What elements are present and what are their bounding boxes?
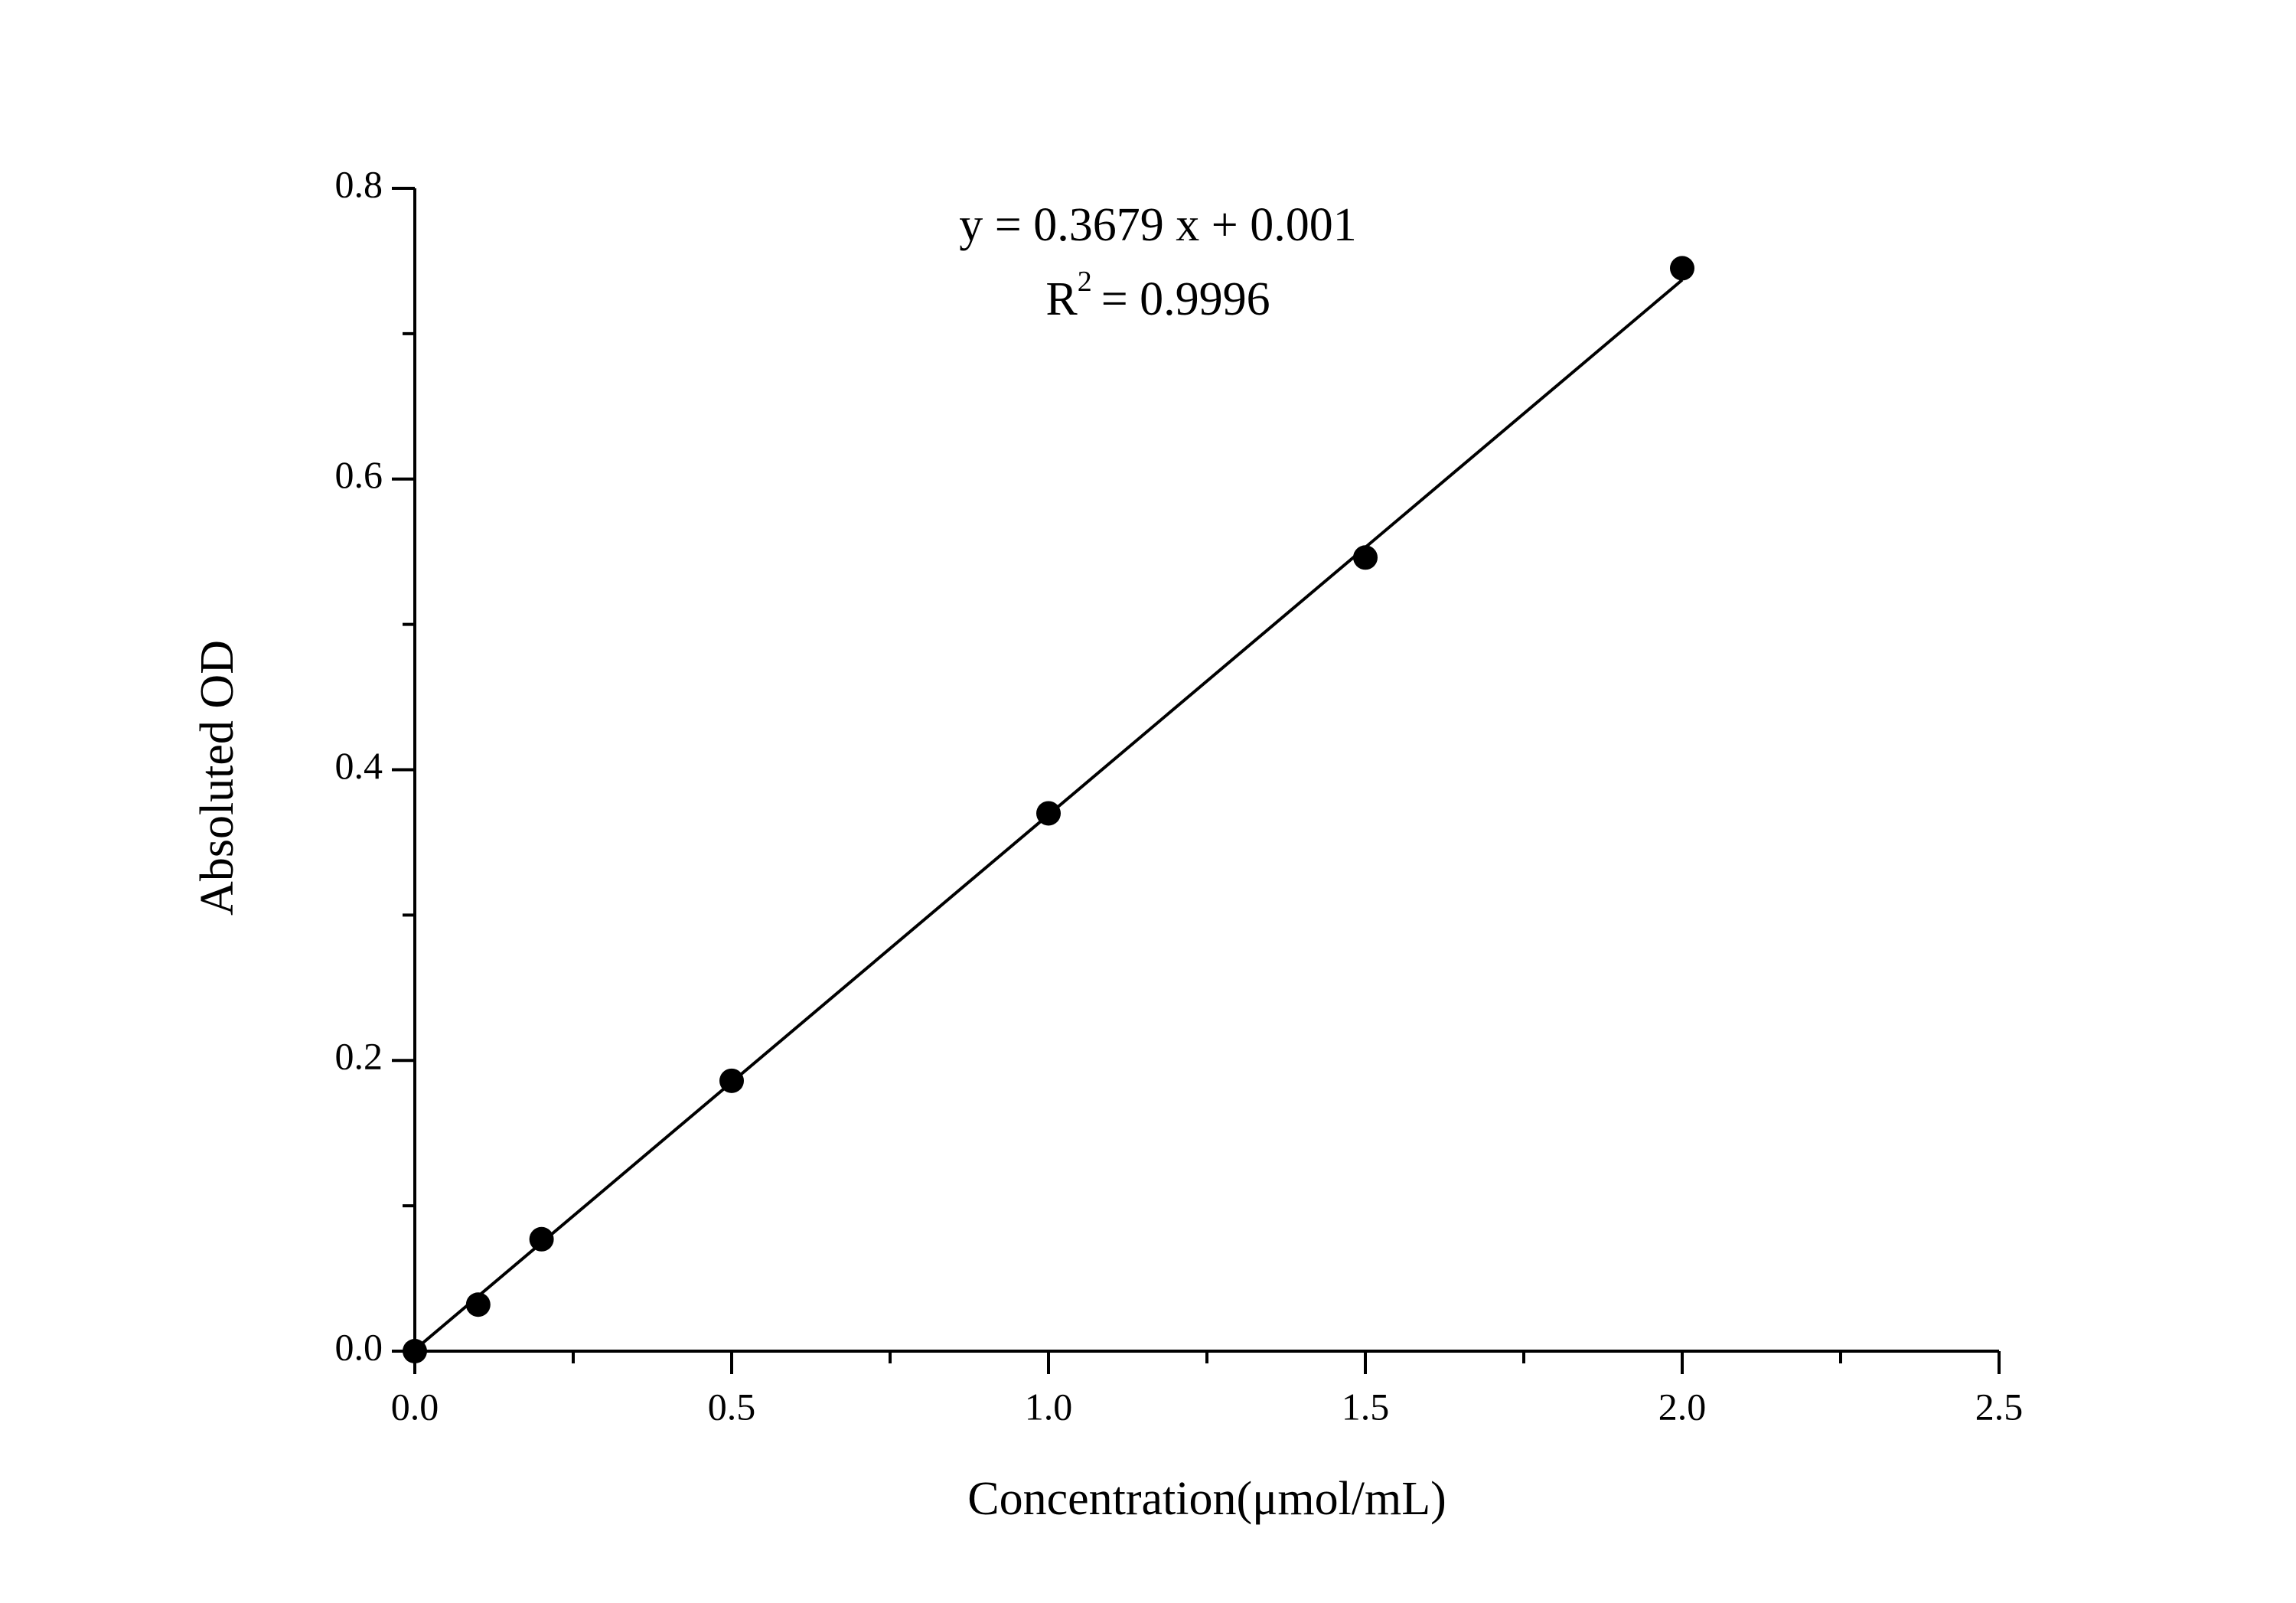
data-point: [1036, 801, 1061, 826]
x-tick-label: 2.5: [1975, 1385, 2024, 1428]
x-tick-label: 1.0: [1025, 1385, 1073, 1428]
y-axis-title: Absoluted OD: [191, 640, 243, 916]
data-point: [403, 1339, 427, 1363]
y-tick-label: 0.8: [335, 162, 383, 205]
data-point: [529, 1226, 554, 1252]
r2-sup: 2: [1078, 266, 1092, 298]
data-point: [1353, 545, 1378, 570]
r2-base: R: [1045, 273, 1078, 325]
y-tick-label: 0.2: [335, 1035, 383, 1078]
data-point: [719, 1068, 744, 1093]
y-tick-label: 0.4: [335, 744, 383, 787]
y-tick-label: 0.6: [335, 453, 383, 496]
x-tick-label: 0.0: [391, 1385, 439, 1428]
x-tick-label: 0.5: [708, 1385, 756, 1428]
x-axis-title: Concentration(μmol/mL): [967, 1473, 1446, 1525]
y-tick-label: 0.0: [335, 1325, 383, 1368]
r-squared: R2 = 0.9996: [1045, 266, 1270, 326]
x-tick-label: 2.0: [1658, 1385, 1707, 1428]
r2-value: = 0.9996: [1101, 273, 1270, 325]
equation: y = 0.3679 x + 0.001: [959, 199, 1356, 251]
x-tick-label: 1.5: [1342, 1385, 1390, 1428]
data-point: [1670, 256, 1694, 281]
data-point: [465, 1292, 491, 1317]
